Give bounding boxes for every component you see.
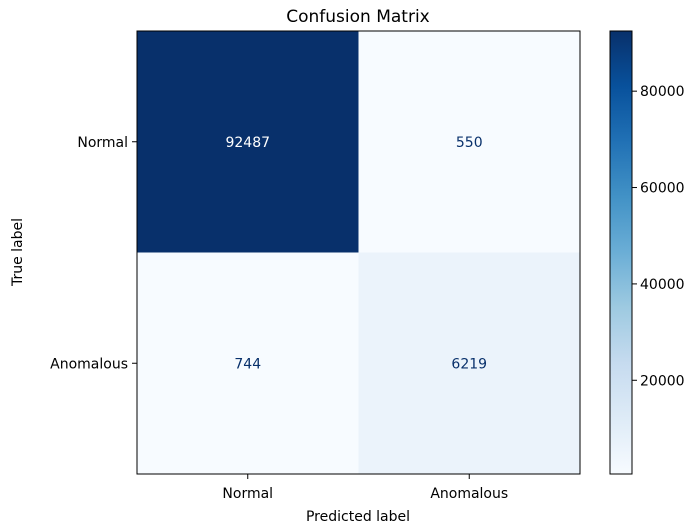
y-tick-label: Normal bbox=[77, 135, 128, 151]
cell-value-label: 6219 bbox=[451, 356, 487, 372]
x-axis-ticks: Normal Anomalous bbox=[222, 474, 508, 502]
x-axis-label: Predicted label bbox=[306, 509, 410, 525]
matrix-cell-labels: 92487 550 744 6219 bbox=[225, 135, 487, 373]
matrix-cell-r1-c0 bbox=[137, 252, 359, 474]
colorbar-tick-label: 40000 bbox=[640, 277, 685, 293]
colorbar-tick-label: 80000 bbox=[640, 84, 685, 100]
colorbar-ticks: 20000 40000 60000 80000 bbox=[632, 84, 685, 389]
y-tick-label: Anomalous bbox=[50, 356, 128, 372]
cell-value-label: 92487 bbox=[225, 135, 270, 151]
colorbar-tick-label: 60000 bbox=[640, 181, 685, 197]
cell-value-label: 550 bbox=[456, 135, 483, 151]
matrix-cell-r0-c0 bbox=[137, 31, 359, 253]
matrix-cells bbox=[137, 31, 580, 474]
x-tick-label: Anomalous bbox=[430, 486, 508, 502]
x-tick-label: Normal bbox=[222, 486, 273, 502]
y-axis-ticks: Normal Anomalous bbox=[50, 135, 137, 372]
y-axis-label: True label bbox=[10, 218, 26, 287]
chart-title: Confusion Matrix bbox=[286, 7, 430, 27]
colorbar-tick-label: 20000 bbox=[640, 373, 685, 389]
colorbar bbox=[609, 30, 633, 475]
cell-value-label: 744 bbox=[234, 356, 261, 372]
plot-frame bbox=[136, 30, 581, 475]
matrix-cell-r0-c1 bbox=[358, 31, 580, 253]
matrix-cell-r1-c1 bbox=[358, 252, 580, 474]
